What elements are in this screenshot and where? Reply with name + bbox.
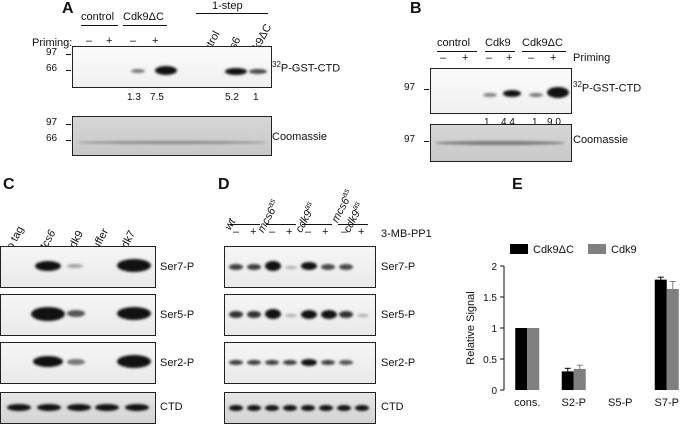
d-sign-8: + — [358, 226, 365, 238]
a-mw-97: 97 — [46, 47, 58, 58]
bar-1-3 — [666, 288, 679, 390]
a-loading-label: Coomassie — [272, 131, 328, 143]
b-loading-label: Coomassie — [573, 134, 629, 146]
a-mw-97b: 97 — [46, 117, 58, 128]
d-drug-label: 3-MB-PP1 — [381, 228, 432, 240]
x-tick-label-1: S2-P — [562, 397, 586, 409]
b-sign-1: – — [440, 52, 447, 64]
one-step-header: 1-step — [212, 0, 243, 12]
y-axis-label: Relative Signal — [465, 291, 477, 364]
d-label-ser7p: Ser7-P — [381, 261, 416, 273]
b-quant-2: 4.4 — [501, 117, 515, 128]
bar-0-0 — [515, 328, 528, 390]
d-sign-3: – — [269, 226, 276, 238]
b-sign-3: – — [486, 52, 493, 64]
b-blot-label: 32P-GST-CTD — [573, 80, 642, 95]
d-sign-7: – — [341, 226, 348, 238]
panel-label-c: C — [3, 176, 15, 193]
bar-1-1 — [573, 368, 586, 390]
d-sign-1: – — [233, 226, 240, 238]
d-sign-2: + — [250, 226, 257, 238]
y-tick-label-4: 2 — [491, 262, 497, 273]
y-tick-label-0: 0 — [491, 386, 497, 397]
b-sign-5: – — [528, 52, 535, 64]
a-blot-label: 32P-GST-CTD — [272, 60, 341, 75]
d-sign-4: + — [286, 226, 293, 238]
c-blot-ser7p — [0, 246, 156, 288]
b-group-cdk9dc: Cdk9ΔC — [522, 37, 563, 49]
b-group-cdk9: Cdk9 — [485, 37, 511, 49]
d-blot-ser5p — [224, 294, 376, 336]
y-tick-label-3: 1.5 — [483, 293, 497, 304]
b-quant-3: 1 — [532, 117, 538, 128]
legend-swatch-1 — [588, 244, 606, 254]
panel-label-b: B — [410, 0, 422, 17]
a-mw-66b: 66 — [46, 133, 58, 144]
a-coomassie-gel — [72, 116, 272, 156]
a-autoradiograph — [72, 46, 272, 88]
a-sign-2: + — [106, 35, 113, 47]
c-label-ser5p: Ser5-P — [160, 309, 195, 321]
legend-label-1: Cdk9 — [611, 244, 637, 256]
d-sign-5: – — [305, 226, 312, 238]
bar-1-0 — [527, 328, 540, 390]
a-group-cdk9dc: Cdk9ΔC — [123, 11, 164, 23]
d-label-ser2p: Ser2-P — [381, 357, 416, 369]
c-blot-ser5p — [0, 294, 156, 336]
panel-label-a: A — [62, 0, 74, 17]
legend-swatch-0 — [510, 244, 528, 254]
b-sign-2: + — [462, 52, 469, 64]
b-quant-1: 1 — [484, 117, 490, 128]
d-blot-ctd — [224, 392, 376, 424]
x-tick-label-3: S7-P — [655, 397, 679, 409]
b-autoradiograph — [430, 68, 572, 114]
e-bar-chart: Cdk9ΔC Cdk9 0 0.5 1 1.5 2 Relative Signal cons. S… — [465, 244, 679, 409]
a-quant-4: 1 — [253, 92, 259, 103]
panel-label-d: D — [218, 176, 230, 193]
b-sign-4: + — [506, 52, 513, 64]
d-blot-ser7p — [224, 246, 376, 288]
legend-label-0: Cdk9ΔC — [533, 244, 574, 256]
a-priming-label: Priming: — [32, 37, 73, 49]
a-quant-2: 7.5 — [150, 92, 164, 103]
d-label-ctd: CTD — [381, 401, 404, 413]
a-sign-3: – — [130, 35, 137, 47]
b-group-control: control — [437, 37, 471, 49]
bar-0-3 — [654, 279, 667, 390]
c-label-ctd: CTD — [160, 401, 183, 413]
b-priming-label: Priming — [573, 52, 611, 64]
x-tick-label-0: cons. — [514, 397, 540, 409]
b-quant-4: 9.0 — [547, 117, 561, 128]
x-tick-label-2: S5-P — [608, 397, 632, 409]
a-sign-4: + — [152, 35, 159, 47]
b-mw-97b: 97 — [404, 134, 416, 145]
a-group-control: control — [81, 11, 115, 23]
a-quant-1: 1.3 — [127, 92, 141, 103]
a-mw-66: 66 — [46, 63, 58, 74]
a-sign-1: – — [86, 35, 93, 47]
b-sign-6: + — [550, 52, 557, 64]
bar-0-1 — [561, 371, 574, 390]
a-quant-3: 5.2 — [225, 92, 239, 103]
y-tick-label-2: 1 — [491, 324, 497, 335]
panel-label-e: E — [512, 176, 523, 193]
y-tick-label-1: 0.5 — [483, 355, 497, 366]
d-group-mcs6as: mcs6as — [255, 197, 279, 235]
b-coomassie-gel — [430, 124, 572, 162]
d-sign-6: + — [322, 226, 329, 238]
c-label-ser7p: Ser7-P — [160, 261, 195, 273]
d-label-ser5p: Ser5-P — [381, 309, 416, 321]
d-blot-ser2p — [224, 342, 376, 384]
b-mw-97: 97 — [404, 82, 416, 93]
c-blot-ctd — [0, 392, 156, 424]
c-blot-ser2p — [0, 342, 156, 384]
c-label-ser2p: Ser2-P — [160, 357, 195, 369]
